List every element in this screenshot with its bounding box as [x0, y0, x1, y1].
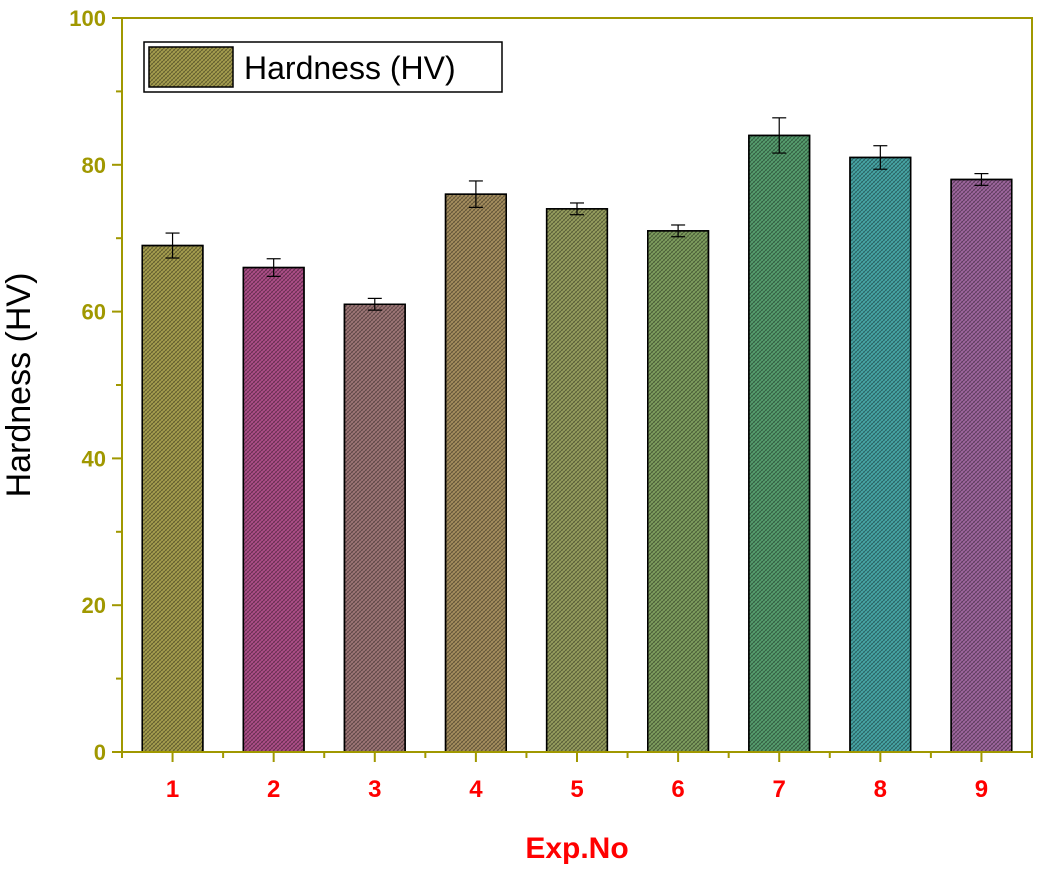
- y-tick-label-0: 0: [94, 740, 106, 765]
- bar-hatch-2: [243, 267, 304, 752]
- bar-hatch-3: [344, 304, 406, 752]
- bar-hatch-4: [445, 194, 507, 752]
- x-axis-title: Exp.No: [525, 832, 628, 865]
- bar-hatch-8: [850, 157, 911, 752]
- x-tick-label-6: 6: [671, 776, 684, 803]
- x-tick-label-9: 9: [975, 776, 988, 803]
- x-tick-label-8: 8: [874, 776, 887, 803]
- bar-hatch-9: [951, 179, 1012, 753]
- legend-swatch-hatch: [149, 47, 233, 87]
- y-tick-label-60: 60: [82, 300, 106, 325]
- y-tick-label-20: 20: [82, 593, 106, 618]
- legend-label: Hardness (HV): [244, 50, 456, 86]
- x-tick-label-4: 4: [469, 776, 483, 803]
- bar-hatch-6: [647, 230, 709, 753]
- bar-hatch-1: [142, 245, 203, 753]
- x-tick-label-2: 2: [267, 776, 280, 803]
- x-tick-label-5: 5: [570, 776, 583, 803]
- x-axis-ticks: 1 2 3 4 5 6 7 8 9: [121, 752, 1033, 803]
- bar-hatch-7: [748, 135, 810, 752]
- x-tick-label-3: 3: [368, 776, 381, 803]
- x-tick-label-7: 7: [773, 776, 786, 803]
- y-tick-label-100: 100: [69, 6, 106, 31]
- legend: Hardness (HV): [143, 41, 503, 93]
- y-axis-ticks: 0 20 40 60 80 100: [69, 6, 122, 765]
- bars-group: [141, 134, 1013, 753]
- y-tick-label-40: 40: [82, 446, 106, 471]
- error-bars-group: [165, 117, 989, 311]
- bar-hatch-5: [546, 208, 608, 753]
- y-tick-label-80: 80: [82, 153, 106, 178]
- x-tick-label-1: 1: [166, 776, 179, 803]
- y-axis-title: Hardness (HV): [0, 273, 38, 498]
